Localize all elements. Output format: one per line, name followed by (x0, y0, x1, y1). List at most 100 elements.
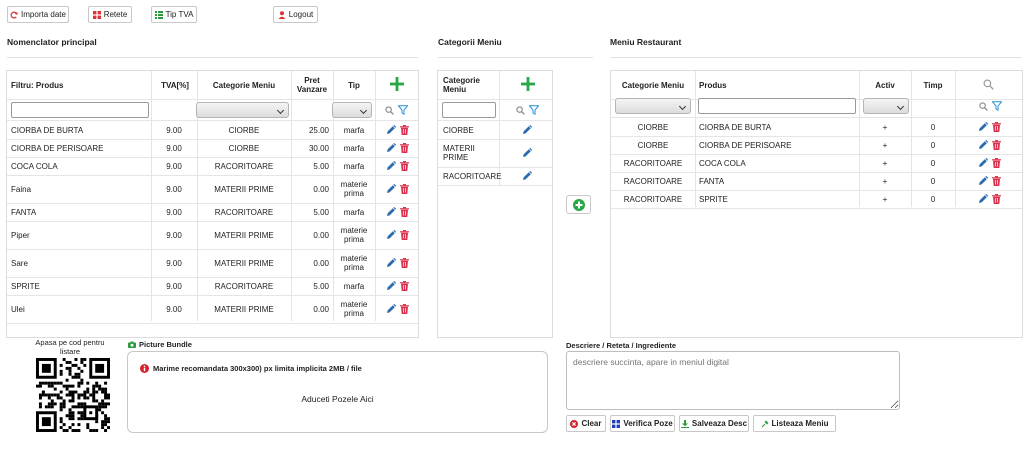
category-filter-select[interactable] (196, 102, 289, 118)
menu-time-cell: 0 (930, 194, 936, 204)
menu-active-cell: + (882, 194, 888, 204)
row-divider (7, 277, 418, 278)
type-cell: marfa (343, 207, 365, 217)
filter-icon[interactable] (992, 101, 1002, 111)
picture-dropzone[interactable]: Marime recomandata 300x300) px limita im… (127, 351, 548, 433)
header-sale-price: Pret Vanzare (296, 76, 328, 94)
row-divider (7, 249, 418, 250)
search-icon[interactable] (385, 106, 394, 115)
menu-active-cell: + (882, 140, 888, 150)
row-divider (611, 136, 1022, 137)
menu-row-actions (955, 154, 1024, 172)
category-cell: MATERII PRIME (214, 304, 274, 314)
edit-pencil-icon[interactable] (386, 125, 396, 135)
header-filter-product: Filtru: Produs (11, 80, 64, 90)
price-cell: 5.00 (313, 207, 329, 217)
import-data-button[interactable]: Importa date (7, 6, 69, 23)
verify-photos-button[interactable]: Verifica Poze (610, 415, 675, 432)
row-actions (375, 203, 420, 221)
edit-pencil-icon[interactable] (386, 304, 396, 314)
delete-trash-icon[interactable] (992, 122, 1001, 132)
delete-trash-icon[interactable] (992, 140, 1001, 150)
menu-active-cell: + (882, 176, 888, 186)
filter-icon[interactable] (529, 105, 539, 115)
menu-product-input[interactable] (698, 98, 856, 114)
category-name-cell: CIORBE (443, 125, 474, 135)
vat-cell: 9.00 (166, 125, 182, 135)
qr-label: Apasa pe cod pentru listare (35, 338, 105, 356)
header-time: Timp (923, 80, 943, 90)
delete-trash-icon[interactable] (992, 194, 1001, 204)
plus-circle-icon (572, 198, 585, 211)
row-actions (375, 175, 420, 203)
menu-category-cell: CIORBE (637, 122, 669, 132)
vat-cell: 9.00 (166, 184, 182, 194)
vat-type-button[interactable]: Tip TVA (151, 6, 197, 23)
menu-time-cell: 0 (930, 158, 936, 168)
description-textarea[interactable] (566, 351, 900, 410)
category-row-actions (499, 121, 554, 139)
category-filter-input[interactable] (442, 102, 496, 118)
edit-pencil-icon[interactable] (386, 143, 396, 153)
clear-button[interactable]: Clear (566, 415, 606, 432)
type-cell: materie prima (340, 226, 368, 244)
search-icon[interactable] (983, 79, 994, 90)
list-menu-button[interactable]: Listeaza Meniu (753, 415, 836, 432)
row-divider (611, 172, 1022, 173)
edit-pencil-icon[interactable] (386, 230, 396, 240)
delete-trash-icon[interactable] (400, 143, 409, 153)
type-cell: marfa (343, 161, 365, 171)
qr-code-image[interactable] (36, 358, 110, 432)
edit-pencil-icon[interactable] (386, 258, 396, 268)
product-name-cell: CIORBA DE BURTA (11, 125, 84, 135)
delete-trash-icon[interactable] (400, 304, 409, 314)
edit-pencil-icon[interactable] (978, 122, 988, 132)
row-actions (375, 277, 420, 295)
filter-icon[interactable] (398, 105, 408, 115)
delete-trash-icon[interactable] (992, 176, 1001, 186)
menu-active-select[interactable] (863, 98, 909, 114)
product-name-cell: COCA COLA (11, 161, 58, 171)
row-actions (375, 157, 420, 175)
edit-pencil-icon[interactable] (522, 148, 532, 158)
edit-pencil-icon[interactable] (978, 158, 988, 168)
menu-time-cell: 0 (930, 176, 936, 186)
logout-button[interactable]: Logout (273, 6, 318, 23)
menu-category-select[interactable] (615, 98, 691, 114)
edit-pencil-icon[interactable] (386, 184, 396, 194)
row-divider (7, 203, 418, 204)
search-icon[interactable] (516, 106, 525, 115)
delete-trash-icon[interactable] (992, 158, 1001, 168)
menu-product-cell: FANTA (699, 176, 725, 186)
add-category-plus-icon[interactable] (521, 77, 535, 91)
delete-trash-icon[interactable] (400, 184, 409, 194)
edit-pencil-icon[interactable] (386, 161, 396, 171)
menu-row-actions (955, 118, 1024, 136)
edit-pencil-icon[interactable] (978, 194, 988, 204)
delete-trash-icon[interactable] (400, 258, 409, 268)
add-to-menu-button[interactable] (566, 195, 591, 214)
delete-trash-icon[interactable] (400, 281, 409, 291)
vat-cell: 9.00 (166, 207, 182, 217)
recipes-button[interactable]: Retete (88, 6, 132, 23)
edit-pencil-icon[interactable] (978, 176, 988, 186)
product-filter-input[interactable] (11, 102, 149, 118)
delete-trash-icon[interactable] (400, 207, 409, 217)
delete-trash-icon[interactable] (400, 125, 409, 135)
type-cell: marfa (343, 281, 365, 291)
delete-trash-icon[interactable] (400, 161, 409, 171)
edit-pencil-icon[interactable] (978, 140, 988, 150)
edit-pencil-icon[interactable] (386, 281, 396, 291)
save-description-button[interactable]: Salveaza Desc (679, 415, 749, 432)
delete-trash-icon[interactable] (400, 230, 409, 240)
edit-pencil-icon[interactable] (522, 171, 532, 181)
vat-cell: 9.00 (166, 304, 182, 314)
category-row-actions (499, 139, 554, 167)
nomenclator-table: Filtru: Produs TVA[%] Categorie Meniu Pr… (6, 70, 419, 338)
edit-pencil-icon[interactable] (386, 207, 396, 217)
grid-icon (92, 10, 101, 19)
type-filter-select[interactable] (332, 102, 372, 118)
search-icon[interactable] (979, 102, 988, 111)
add-product-plus-icon[interactable] (390, 77, 404, 91)
edit-pencil-icon[interactable] (522, 125, 532, 135)
